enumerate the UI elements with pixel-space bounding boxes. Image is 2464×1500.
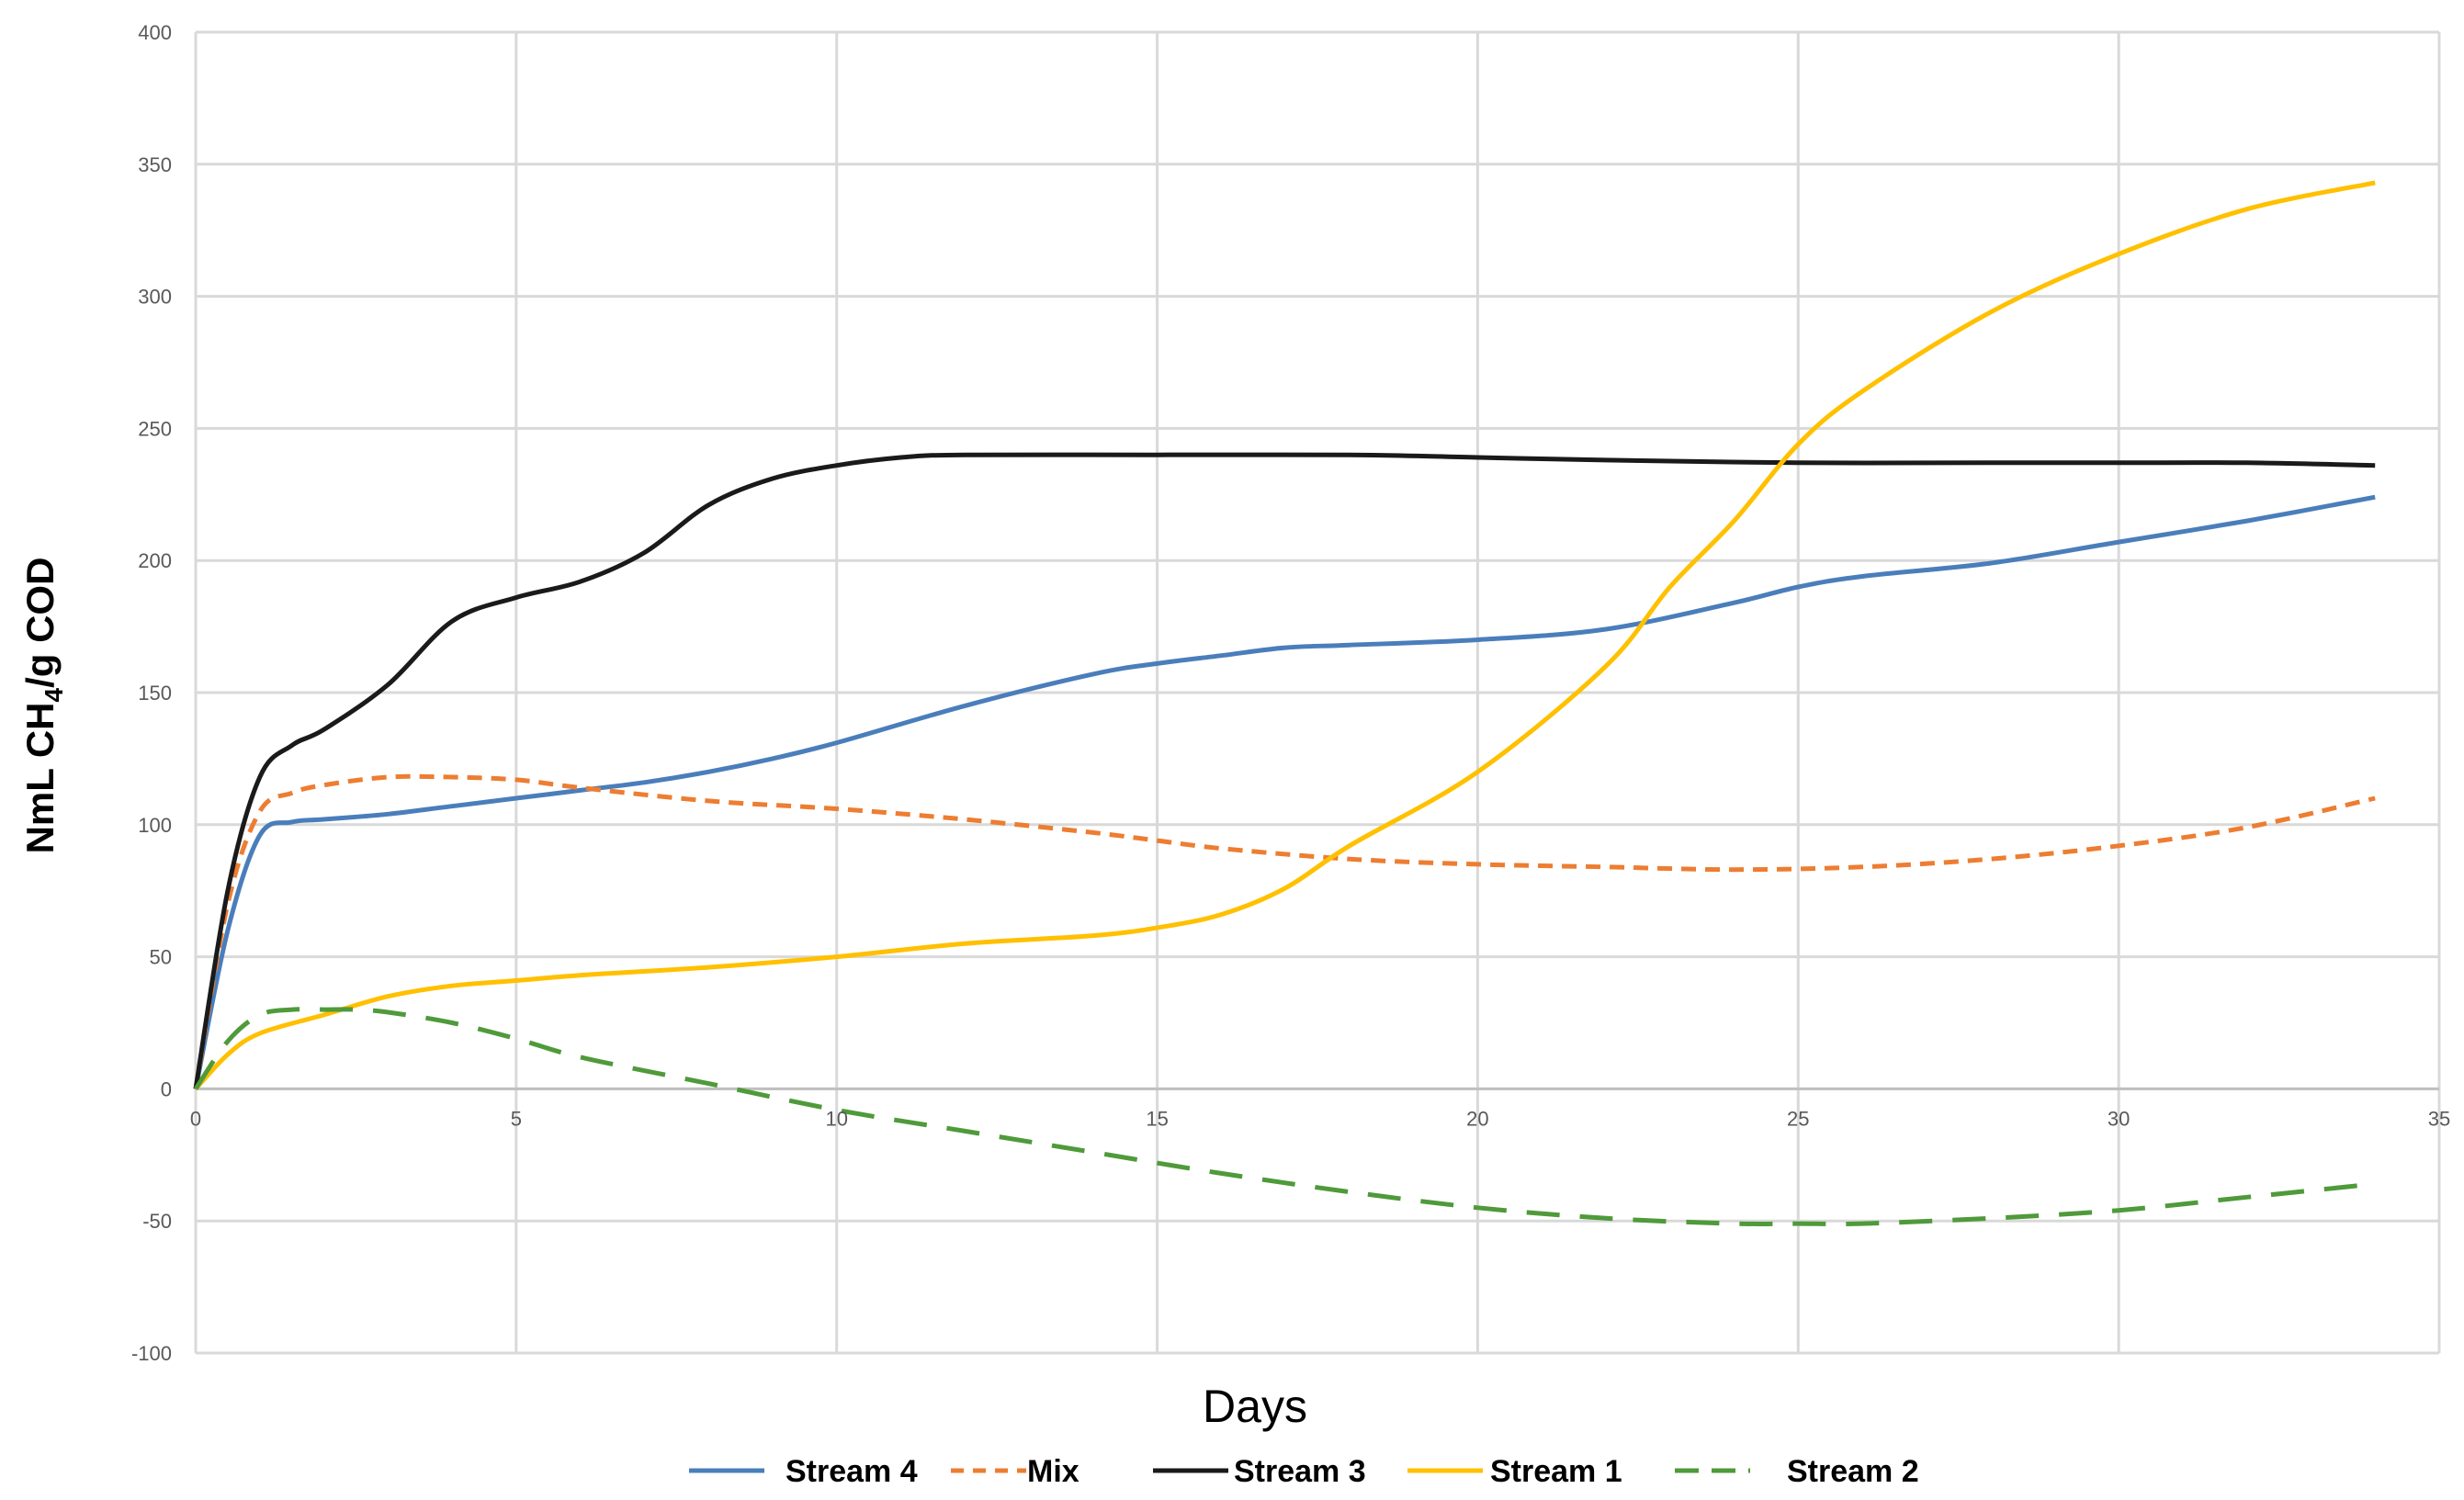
y-tick-label: -50 xyxy=(142,1210,172,1233)
legend-label: Stream 3 xyxy=(1234,1454,1366,1489)
series-line-stream-2 xyxy=(193,1007,2376,1226)
y-axis-label-main: NmL CH xyxy=(18,703,62,854)
legend: Stream 4 Mix Stream 3 Stream 1 Stream 2 xyxy=(689,1454,1919,1489)
x-tick-label: 30 xyxy=(2108,1107,2130,1130)
y-axis-label: NmL CH4/g COD xyxy=(18,558,68,854)
legend-label: Stream 2 xyxy=(1787,1454,1919,1489)
x-tick-label: 25 xyxy=(1787,1107,1809,1130)
y-tick-label: 200 xyxy=(138,549,172,572)
y-tick-label: 50 xyxy=(150,946,172,969)
legend-item: Stream 1 xyxy=(1407,1454,1622,1489)
y-tick-label: 300 xyxy=(138,286,172,309)
x-tick-label: 10 xyxy=(825,1107,847,1130)
y-tick-label: 250 xyxy=(138,417,172,440)
grid xyxy=(194,30,2441,1355)
tick-labels: -100 -50 0 50 100 150 200 250 300 350 400 0 5 10 15 20 2… xyxy=(131,21,2450,1365)
legend-item: Mix xyxy=(951,1454,1079,1489)
x-tick-label: 35 xyxy=(2428,1107,2450,1130)
y-tick-label: 0 xyxy=(161,1077,172,1100)
y-tick-label: 400 xyxy=(138,21,172,44)
x-tick-label: 15 xyxy=(1146,1107,1168,1130)
legend-item: Stream 4 xyxy=(689,1454,918,1489)
series-line-stream-4 xyxy=(193,494,2376,1089)
x-tick-label: 0 xyxy=(190,1107,201,1130)
y-axis-label-subscript: 4 xyxy=(40,688,68,703)
x-tick-label: 5 xyxy=(511,1107,522,1130)
legend-label: Stream 4 xyxy=(786,1454,918,1489)
y-tick-label: 150 xyxy=(138,682,172,705)
x-tick-label: 20 xyxy=(1466,1107,1488,1130)
y-tick-label: -100 xyxy=(131,1342,172,1365)
legend-label: Mix xyxy=(1027,1454,1079,1489)
series-lines xyxy=(193,180,2376,1226)
x-axis-label: Days xyxy=(1203,1381,1307,1432)
y-tick-label: 100 xyxy=(138,814,172,837)
legend-item: Stream 2 xyxy=(1675,1454,1919,1489)
legend-label: Stream 1 xyxy=(1490,1454,1622,1489)
series-line-stream-1 xyxy=(194,180,2376,1091)
y-tick-label: 350 xyxy=(138,153,172,176)
y-axis-label-rest: /g COD xyxy=(18,558,62,688)
series-line-mix xyxy=(193,773,2376,1089)
legend-item: Stream 3 xyxy=(1153,1454,1366,1489)
series-line-stream-3 xyxy=(193,452,2376,1089)
